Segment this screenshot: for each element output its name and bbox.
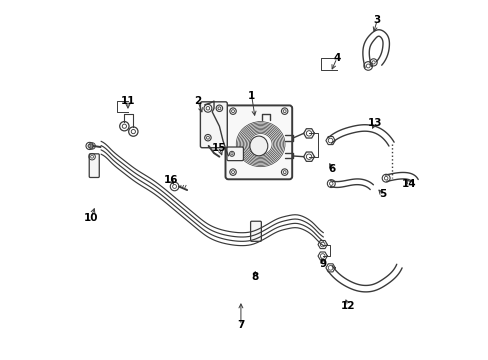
Text: 4: 4 (333, 53, 340, 63)
FancyBboxPatch shape (250, 221, 261, 241)
Text: 5: 5 (378, 189, 386, 199)
Text: 10: 10 (83, 213, 98, 222)
Text: 15: 15 (212, 143, 226, 153)
Text: 1: 1 (247, 91, 255, 101)
Text: 2: 2 (194, 96, 201, 106)
Text: 8: 8 (251, 272, 258, 282)
Text: 6: 6 (328, 164, 335, 174)
FancyBboxPatch shape (226, 147, 243, 161)
Ellipse shape (249, 136, 267, 156)
FancyBboxPatch shape (225, 105, 292, 179)
Text: 16: 16 (163, 175, 178, 185)
FancyBboxPatch shape (89, 154, 99, 177)
Text: 13: 13 (367, 118, 382, 128)
Text: 3: 3 (373, 15, 380, 26)
Text: 14: 14 (401, 179, 416, 189)
FancyBboxPatch shape (200, 102, 227, 148)
Text: 11: 11 (121, 96, 135, 106)
Text: 9: 9 (319, 259, 326, 269)
Text: 12: 12 (341, 301, 355, 311)
Text: 7: 7 (237, 320, 244, 330)
